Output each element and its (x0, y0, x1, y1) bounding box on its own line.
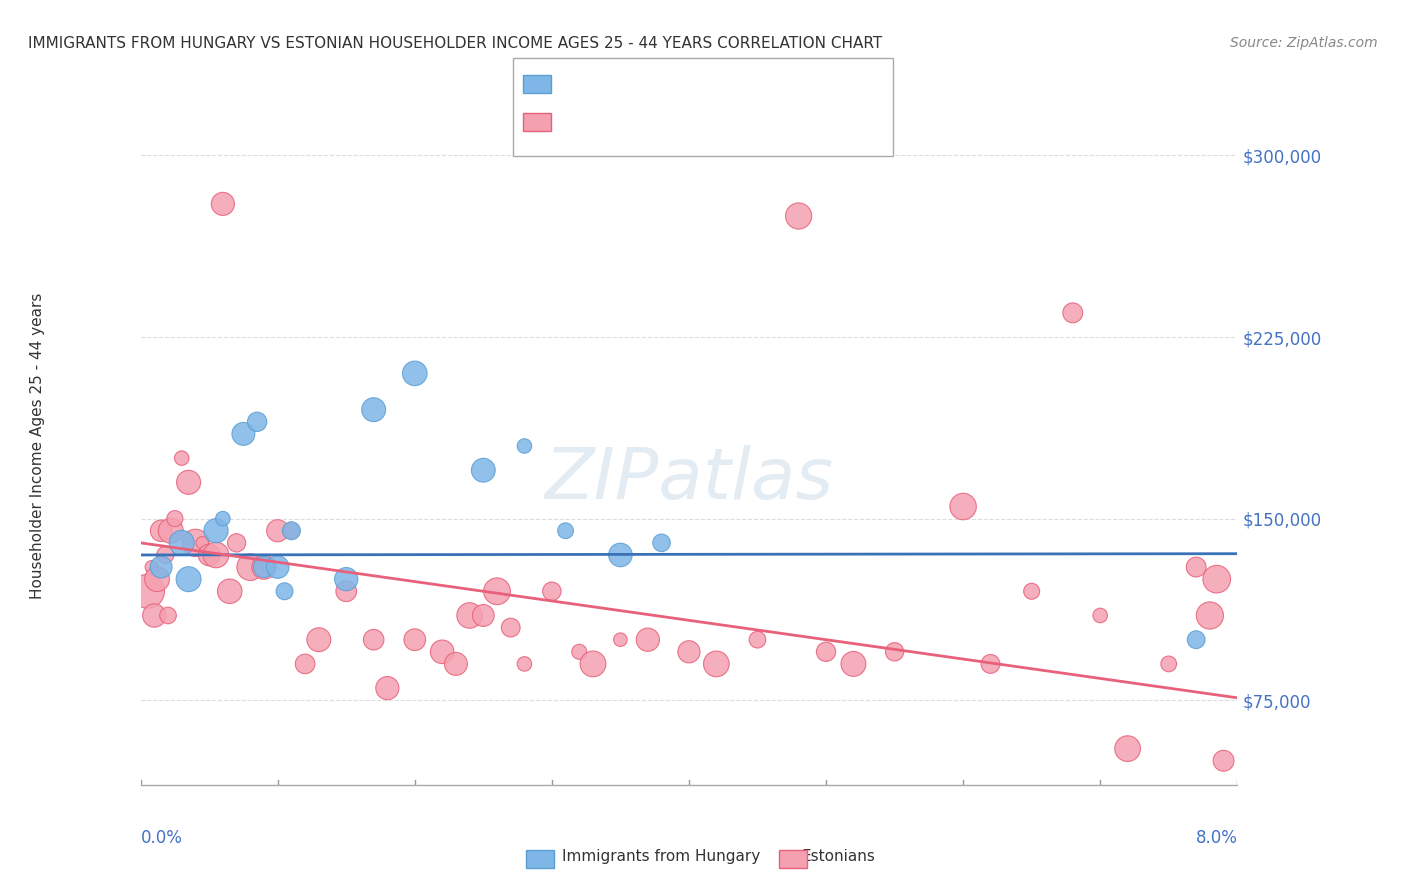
Text: IMMIGRANTS FROM HUNGARY VS ESTONIAN HOUSEHOLDER INCOME AGES 25 - 44 YEARS CORREL: IMMIGRANTS FROM HUNGARY VS ESTONIAN HOUS… (28, 36, 883, 51)
Point (280, 524, 302, 538)
Point (280, 524, 302, 538)
Point (232, 426, 254, 441)
Point (146, 572, 169, 586)
Point (404, 367, 426, 381)
Point (155, 548, 177, 562)
Point (472, 608, 495, 623)
Point (335, 584, 357, 599)
Point (308, 632, 330, 647)
Point (136, 584, 159, 599)
Text: R = -0.013  N = 20: R = -0.013 N = 20 (537, 78, 682, 92)
Point (170, 536, 193, 550)
Point (198, 548, 221, 562)
Point (582, 657, 605, 671)
Text: R = -0.130  N = 58: R = -0.130 N = 58 (537, 116, 682, 130)
Point (430, 645, 453, 659)
Point (787, 209, 810, 223)
Point (952, 500, 974, 514)
Point (540, 584, 562, 599)
Point (815, 645, 838, 659)
Point (842, 657, 865, 671)
Point (1205, 572, 1227, 586)
Point (177, 475, 200, 490)
Point (1198, 608, 1220, 623)
Point (143, 608, 166, 623)
Point (211, 511, 233, 525)
Point (458, 608, 481, 623)
Point (363, 402, 385, 417)
Point (377, 681, 399, 695)
Point (513, 439, 536, 453)
Point (609, 548, 631, 562)
Point (294, 657, 316, 671)
Point (444, 657, 467, 671)
Point (1185, 632, 1208, 647)
Point (568, 645, 591, 659)
Point (883, 645, 905, 659)
Text: 8.0%: 8.0% (1195, 829, 1237, 847)
Point (513, 657, 536, 671)
Point (267, 560, 290, 574)
Point (363, 632, 385, 647)
Point (273, 584, 295, 599)
Point (609, 632, 631, 647)
Point (1116, 741, 1139, 756)
Point (253, 560, 276, 574)
Point (191, 536, 214, 550)
Point (499, 621, 522, 635)
Point (1157, 657, 1180, 671)
Point (706, 657, 728, 671)
Point (404, 632, 426, 647)
Point (170, 451, 193, 466)
Point (150, 560, 173, 574)
Point (157, 608, 180, 623)
Text: Source: ZipAtlas.com: Source: ZipAtlas.com (1230, 36, 1378, 50)
Point (205, 524, 228, 538)
Point (554, 524, 576, 538)
Text: ZIPatlas: ZIPatlas (544, 445, 834, 515)
Point (141, 560, 163, 574)
Point (205, 548, 228, 562)
Point (163, 511, 186, 525)
Point (472, 463, 495, 477)
Point (253, 560, 276, 574)
Point (1062, 306, 1084, 320)
Text: 0.0%: 0.0% (141, 829, 183, 847)
Point (1088, 608, 1111, 623)
Text: Immigrants from Hungary: Immigrants from Hungary (562, 849, 761, 863)
Point (1185, 560, 1208, 574)
Point (177, 572, 200, 586)
Text: Householder Income Ages 25 - 44 years: Householder Income Ages 25 - 44 years (31, 293, 45, 599)
Text: Estonians: Estonians (801, 849, 876, 863)
Point (218, 584, 240, 599)
Point (267, 524, 290, 538)
Point (979, 657, 1001, 671)
Point (335, 572, 357, 586)
Point (486, 584, 509, 599)
Point (211, 197, 233, 211)
Point (747, 632, 769, 647)
Point (150, 524, 173, 538)
Point (650, 536, 673, 550)
Point (1021, 584, 1043, 599)
Point (637, 632, 659, 647)
Point (1212, 754, 1234, 768)
Point (239, 560, 262, 574)
Point (678, 645, 700, 659)
Point (159, 524, 181, 538)
Point (184, 536, 207, 550)
Point (225, 536, 247, 550)
Point (246, 415, 269, 429)
